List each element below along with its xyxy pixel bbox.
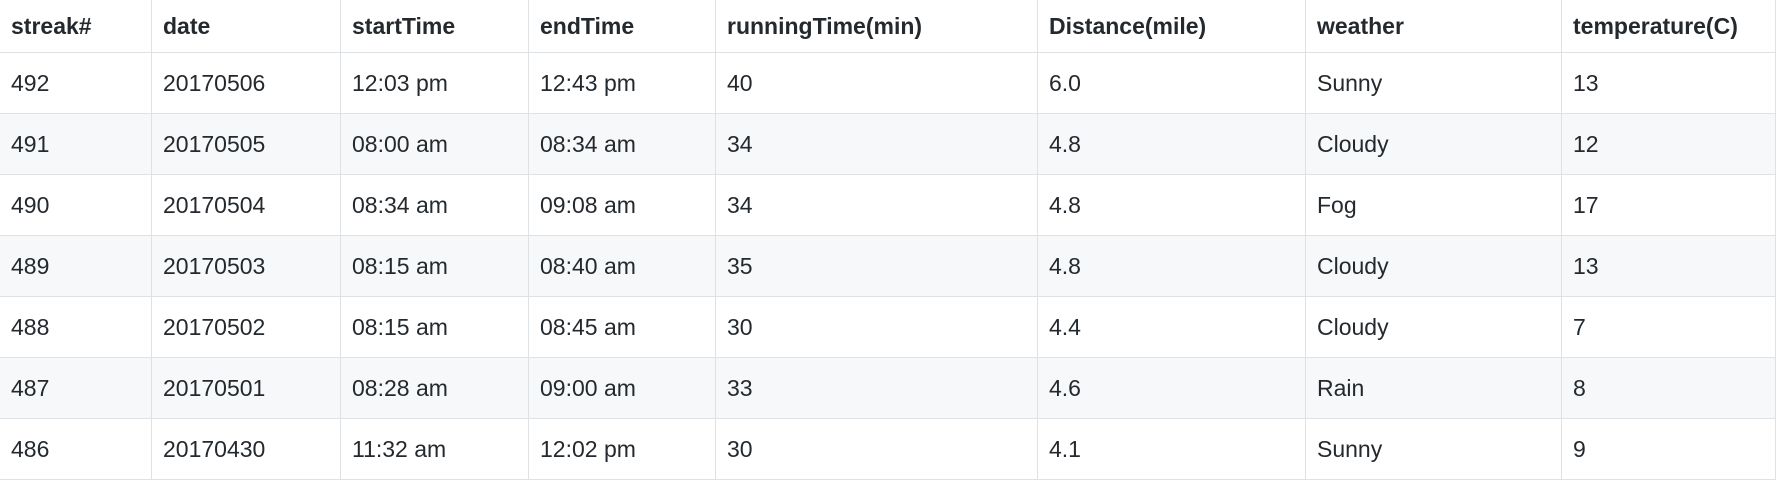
cell-distance: 4.8 <box>1037 113 1306 175</box>
cell-distance: 4.6 <box>1037 357 1306 419</box>
cell-running-time: 40 <box>715 52 1038 114</box>
cell-temperature: 17 <box>1561 174 1776 236</box>
cell-end-time: 08:34 am <box>528 113 716 175</box>
cell-streak: 489 <box>0 235 152 297</box>
cell-end-time: 12:02 pm <box>528 418 716 480</box>
cell-weather: Fog <box>1305 174 1562 236</box>
cell-date: 20170506 <box>151 52 341 114</box>
cell-streak: 492 <box>0 52 152 114</box>
table-row: 492 20170506 12:03 pm 12:43 pm 40 6.0 Su… <box>0 52 1776 114</box>
cell-distance: 4.8 <box>1037 174 1306 236</box>
cell-streak: 490 <box>0 174 152 236</box>
header-row: streak# date startTime endTime runningTi… <box>0 0 1776 53</box>
cell-date: 20170505 <box>151 113 341 175</box>
cell-temperature: 13 <box>1561 235 1776 297</box>
cell-start-time: 11:32 am <box>340 418 529 480</box>
header-end-time: endTime <box>528 0 716 53</box>
cell-streak: 488 <box>0 296 152 358</box>
cell-date: 20170430 <box>151 418 341 480</box>
cell-distance: 6.0 <box>1037 52 1306 114</box>
cell-temperature: 7 <box>1561 296 1776 358</box>
cell-temperature: 9 <box>1561 418 1776 480</box>
cell-running-time: 33 <box>715 357 1038 419</box>
header-streak: streak# <box>0 0 152 53</box>
cell-date: 20170503 <box>151 235 341 297</box>
cell-date: 20170501 <box>151 357 341 419</box>
table-row: 490 20170504 08:34 am 09:08 am 34 4.8 Fo… <box>0 174 1776 236</box>
cell-start-time: 08:00 am <box>340 113 529 175</box>
cell-start-time: 08:15 am <box>340 235 529 297</box>
cell-weather: Cloudy <box>1305 296 1562 358</box>
cell-end-time: 09:00 am <box>528 357 716 419</box>
cell-date: 20170502 <box>151 296 341 358</box>
cell-weather: Sunny <box>1305 418 1562 480</box>
cell-running-time: 34 <box>715 113 1038 175</box>
header-running-time: runningTime(min) <box>715 0 1038 53</box>
cell-running-time: 35 <box>715 235 1038 297</box>
cell-date: 20170504 <box>151 174 341 236</box>
cell-end-time: 08:45 am <box>528 296 716 358</box>
cell-running-time: 30 <box>715 418 1038 480</box>
header-date: date <box>151 0 341 53</box>
cell-weather: Rain <box>1305 357 1562 419</box>
cell-distance: 4.8 <box>1037 235 1306 297</box>
table-row: 488 20170502 08:15 am 08:45 am 30 4.4 Cl… <box>0 296 1776 358</box>
cell-running-time: 30 <box>715 296 1038 358</box>
cell-temperature: 13 <box>1561 52 1776 114</box>
table-row: 491 20170505 08:00 am 08:34 am 34 4.8 Cl… <box>0 113 1776 175</box>
cell-temperature: 12 <box>1561 113 1776 175</box>
cell-streak: 487 <box>0 357 152 419</box>
cell-end-time: 08:40 am <box>528 235 716 297</box>
cell-start-time: 08:15 am <box>340 296 529 358</box>
header-temperature: temperature(C) <box>1561 0 1776 53</box>
table-row: 486 20170430 11:32 am 12:02 pm 30 4.1 Su… <box>0 418 1776 480</box>
table-body: 492 20170506 12:03 pm 12:43 pm 40 6.0 Su… <box>0 52 1776 480</box>
table-row: 487 20170501 08:28 am 09:00 am 33 4.6 Ra… <box>0 357 1776 419</box>
cell-start-time: 08:28 am <box>340 357 529 419</box>
cell-distance: 4.4 <box>1037 296 1306 358</box>
header-weather: weather <box>1305 0 1562 53</box>
cell-start-time: 08:34 am <box>340 174 529 236</box>
cell-temperature: 8 <box>1561 357 1776 419</box>
header-distance: Distance(mile) <box>1037 0 1306 53</box>
cell-weather: Cloudy <box>1305 113 1562 175</box>
cell-weather: Sunny <box>1305 52 1562 114</box>
cell-end-time: 12:43 pm <box>528 52 716 114</box>
cell-start-time: 12:03 pm <box>340 52 529 114</box>
cell-running-time: 34 <box>715 174 1038 236</box>
table-header: streak# date startTime endTime runningTi… <box>0 0 1776 53</box>
cell-distance: 4.1 <box>1037 418 1306 480</box>
cell-streak: 491 <box>0 113 152 175</box>
table-row: 489 20170503 08:15 am 08:40 am 35 4.8 Cl… <box>0 235 1776 297</box>
header-start-time: startTime <box>340 0 529 53</box>
cell-end-time: 09:08 am <box>528 174 716 236</box>
cell-weather: Cloudy <box>1305 235 1562 297</box>
cell-streak: 486 <box>0 418 152 480</box>
